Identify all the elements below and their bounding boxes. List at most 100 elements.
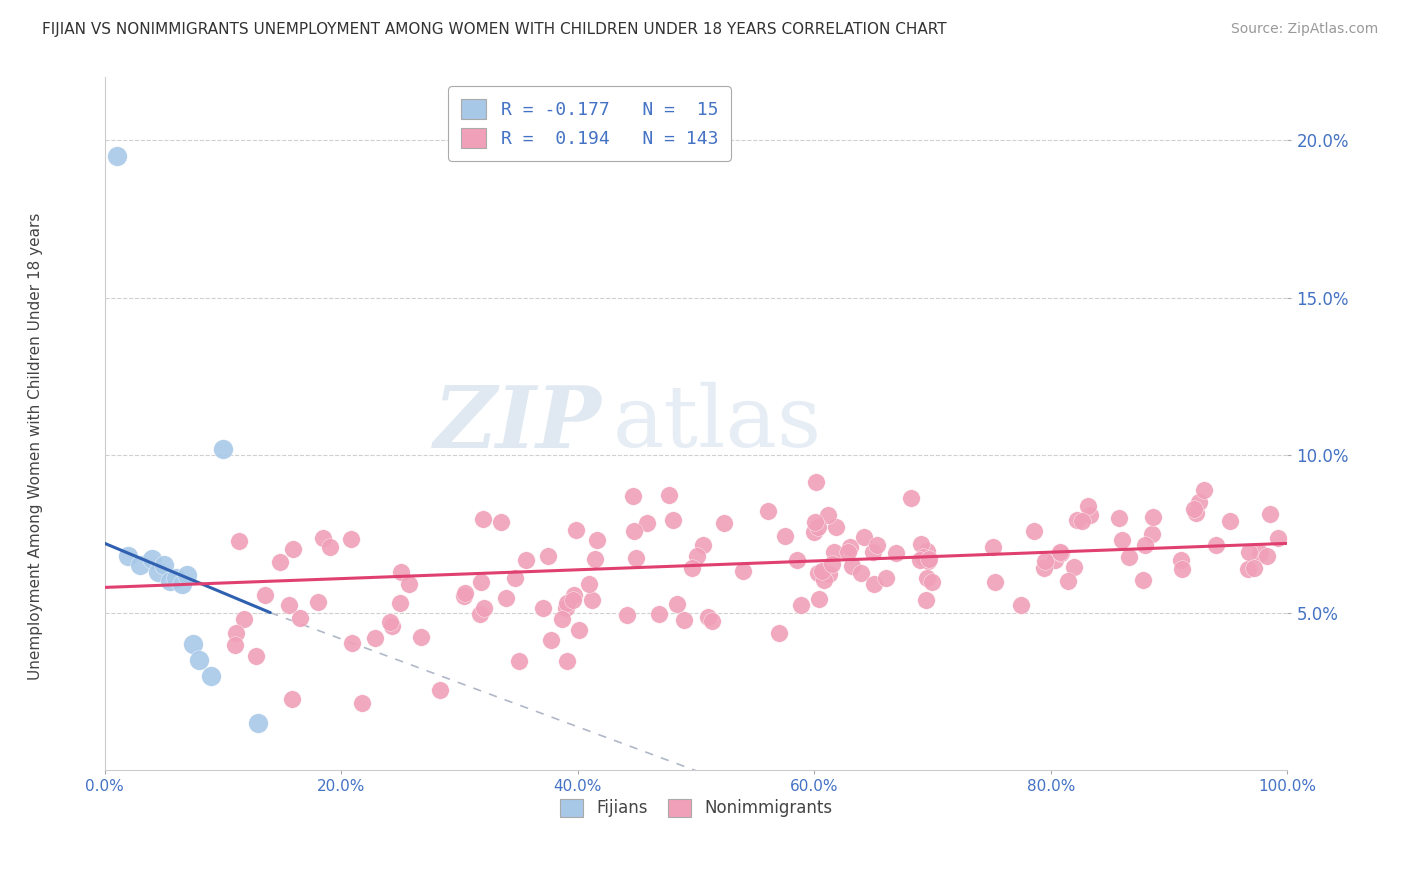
Point: [212, 442, 235, 456]
Point: [228, 533, 250, 548]
Point: [388, 596, 411, 610]
Point: [910, 553, 932, 567]
Text: ZIP: ZIP: [433, 382, 602, 466]
Point: [555, 596, 578, 610]
Point: [1057, 574, 1080, 588]
Point: [910, 537, 932, 551]
Point: [756, 503, 779, 517]
Point: [700, 614, 723, 628]
Point: [900, 491, 922, 506]
Point: [853, 530, 876, 544]
Point: [409, 630, 432, 644]
Point: [245, 648, 267, 663]
Point: [1237, 562, 1260, 576]
Point: [804, 515, 827, 529]
Point: [1022, 524, 1045, 538]
Point: [495, 591, 517, 606]
Point: [117, 549, 139, 563]
Point: [389, 565, 412, 579]
Point: [232, 612, 254, 626]
Point: [1118, 549, 1140, 564]
Point: [1258, 508, 1281, 522]
Point: [803, 525, 825, 540]
Point: [281, 542, 304, 557]
Point: [875, 571, 897, 585]
Point: [200, 668, 222, 682]
Point: [561, 592, 583, 607]
Point: [918, 552, 941, 566]
Point: [807, 566, 830, 581]
Point: [1194, 483, 1216, 498]
Point: [531, 601, 554, 615]
Point: [1071, 514, 1094, 528]
Point: [661, 513, 683, 527]
Point: [623, 489, 645, 503]
Text: Source: ZipAtlas.com: Source: ZipAtlas.com: [1230, 22, 1378, 37]
Point: [555, 601, 578, 615]
Point: [312, 531, 335, 545]
Legend: Fijians, Nonimmigrants: Fijians, Nonimmigrants: [553, 792, 839, 824]
Point: [398, 577, 420, 591]
Point: [352, 696, 374, 710]
Point: [141, 552, 163, 566]
Point: [786, 553, 808, 567]
Point: [1188, 495, 1211, 509]
Point: [1185, 506, 1208, 520]
Point: [278, 598, 301, 612]
Point: [540, 633, 562, 648]
Point: [807, 591, 830, 606]
Point: [489, 515, 512, 529]
Point: [984, 575, 1007, 590]
Point: [470, 574, 492, 589]
Point: [165, 571, 187, 585]
Point: [1182, 502, 1205, 516]
Point: [820, 557, 842, 571]
Point: [921, 575, 943, 590]
Point: [340, 636, 363, 650]
Point: [1132, 574, 1154, 588]
Point: [1080, 508, 1102, 523]
Point: [1237, 545, 1260, 559]
Point: [884, 546, 907, 560]
Point: [585, 533, 607, 548]
Point: [915, 592, 938, 607]
Point: [685, 549, 707, 564]
Point: [658, 487, 681, 501]
Point: [183, 637, 205, 651]
Point: [1043, 552, 1066, 566]
Point: [253, 588, 276, 602]
Point: [1032, 561, 1054, 575]
Point: [1170, 553, 1192, 567]
Point: [768, 626, 790, 640]
Point: [146, 565, 169, 579]
Point: [288, 611, 311, 625]
Point: [681, 561, 703, 575]
Point: [1171, 562, 1194, 576]
Point: [824, 520, 846, 534]
Point: [1219, 514, 1241, 528]
Point: [807, 519, 830, 533]
Point: [623, 524, 645, 538]
Point: [129, 558, 152, 573]
Point: [806, 475, 828, 489]
Point: [911, 550, 934, 565]
Point: [849, 566, 872, 580]
Point: [537, 549, 560, 563]
Point: [1133, 537, 1156, 551]
Point: [863, 577, 886, 591]
Point: [817, 508, 839, 522]
Point: [666, 598, 689, 612]
Point: [697, 609, 720, 624]
Point: [1066, 512, 1088, 526]
Point: [731, 564, 754, 578]
Point: [1033, 554, 1056, 568]
Point: [917, 544, 939, 558]
Point: [565, 523, 588, 537]
Point: [773, 529, 796, 543]
Point: [862, 544, 884, 558]
Point: [790, 599, 813, 613]
Point: [562, 588, 585, 602]
Point: [1140, 526, 1163, 541]
Point: [224, 638, 246, 652]
Point: [472, 601, 495, 615]
